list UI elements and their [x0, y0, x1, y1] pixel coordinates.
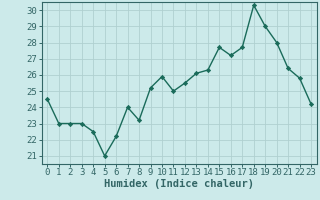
X-axis label: Humidex (Indice chaleur): Humidex (Indice chaleur) — [104, 179, 254, 189]
